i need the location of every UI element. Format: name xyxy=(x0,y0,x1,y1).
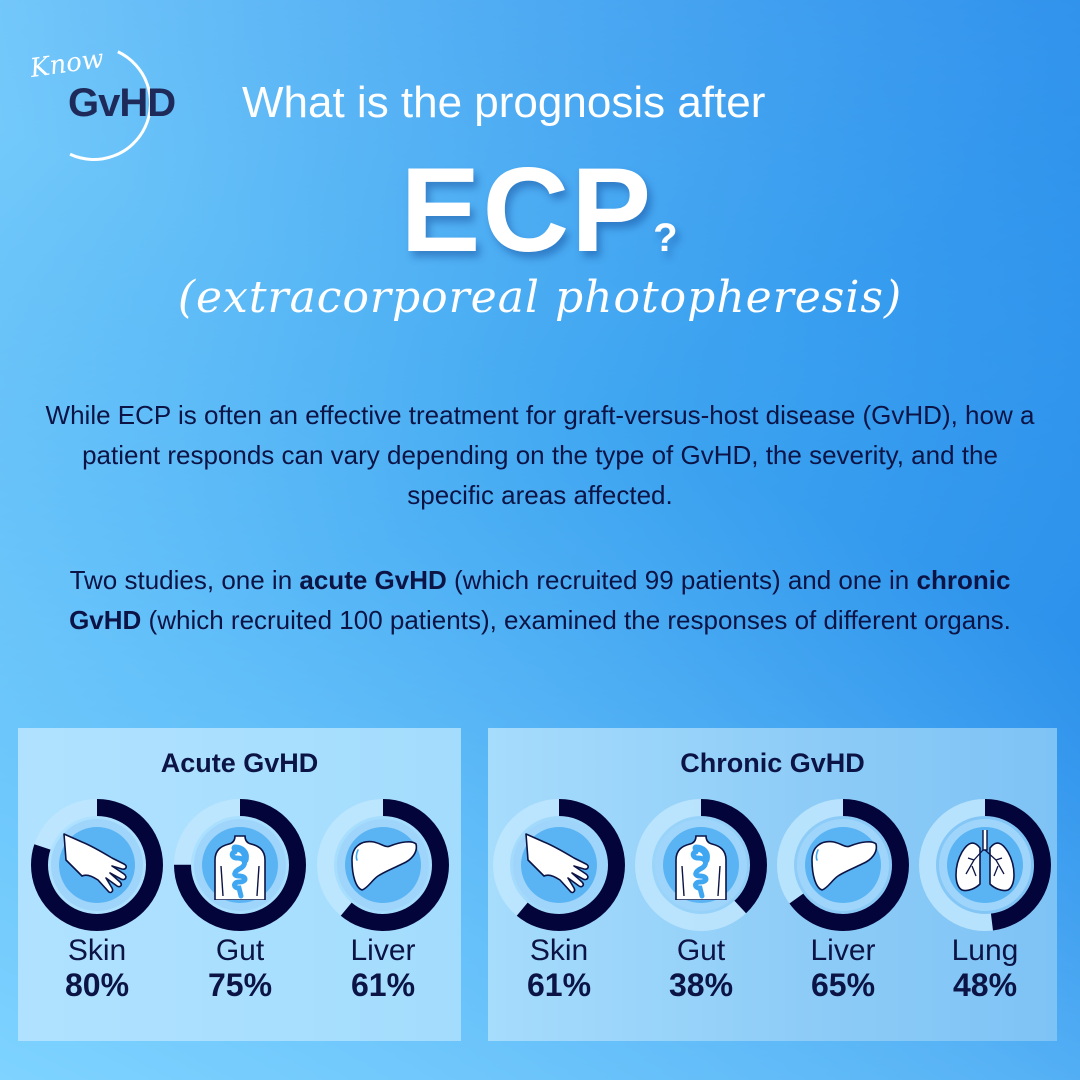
acute-emphasis: acute GvHD xyxy=(299,565,447,595)
text-segment: (which recruited 100 patients), examined… xyxy=(141,605,1011,635)
organ-name: Liver xyxy=(350,934,416,967)
progress-ring xyxy=(488,794,630,936)
text-segment: Two studies, one in xyxy=(69,565,300,595)
question-mark: ? xyxy=(653,216,680,260)
hand-icon xyxy=(62,830,132,900)
chronic-gvhd-panel: Chronic GvHD Skin 61% Gut 38% Liver 65% Lun… xyxy=(488,728,1057,1041)
torso-gut-icon xyxy=(666,830,736,900)
organ-stat-skin: Skin 80% xyxy=(26,794,168,1002)
progress-ring xyxy=(630,794,772,936)
organ-stat-liver: Liver 65% xyxy=(772,794,914,1002)
chronic-emphasis: chronic GvHD xyxy=(69,565,1011,635)
hand-icon xyxy=(524,830,594,900)
organ-percentage: 75% xyxy=(207,967,273,1003)
organ-percentage: 38% xyxy=(668,967,734,1003)
progress-ring xyxy=(914,794,1056,936)
progress-ring xyxy=(169,794,311,936)
organ-stat-gut: Gut 38% xyxy=(630,794,772,1002)
organ-name: Skin xyxy=(529,934,589,967)
panel-title: Chronic GvHD xyxy=(680,748,865,778)
progress-ring xyxy=(26,794,168,936)
organ-stat-skin: Skin 61% xyxy=(488,794,630,1002)
title-expansion: (extracorporeal photopheresis) xyxy=(177,272,903,323)
organ-percentage: 61% xyxy=(350,967,416,1003)
organ-stat-liver: Liver 61% xyxy=(312,794,454,1002)
organ-name: Skin xyxy=(67,934,127,967)
studies-paragraph: Two studies, one in acute GvHD (which re… xyxy=(40,560,1040,640)
organ-percentage: 48% xyxy=(952,967,1018,1003)
organ-name: Liver xyxy=(810,934,876,967)
organ-stat-lung: Lung 48% xyxy=(914,794,1056,1002)
intro-paragraph: While ECP is often an effective treatmen… xyxy=(45,400,1035,510)
title-question: What is the prognosis after xyxy=(242,78,766,127)
progress-ring xyxy=(772,794,914,936)
organ-percentage: 61% xyxy=(526,967,592,1003)
liver-icon xyxy=(348,830,418,900)
organ-percentage: 65% xyxy=(810,967,876,1003)
know-gvhd-logo: Know GvHD xyxy=(19,28,198,178)
organ-name: Gut xyxy=(676,934,726,967)
logo-wordmark: GvHD xyxy=(68,81,176,125)
torso-gut-icon xyxy=(205,830,275,900)
lungs-icon xyxy=(950,830,1020,900)
acronym-text: ECP xyxy=(400,143,654,277)
acute-gvhd-panel: Acute GvHD Skin 80% Gut 75% Liver 61% xyxy=(18,728,461,1041)
organ-percentage: 80% xyxy=(64,967,130,1003)
title-acronym: ECP? xyxy=(0,150,1080,270)
liver-icon xyxy=(808,830,878,900)
organ-name: Gut xyxy=(215,934,265,967)
organ-name: Lung xyxy=(951,934,1019,967)
text-segment: (which recruited 99 patients) and one in xyxy=(446,565,917,595)
panel-title: Acute GvHD xyxy=(160,748,319,778)
organ-stat-gut: Gut 75% xyxy=(169,794,311,1002)
progress-ring xyxy=(312,794,454,936)
